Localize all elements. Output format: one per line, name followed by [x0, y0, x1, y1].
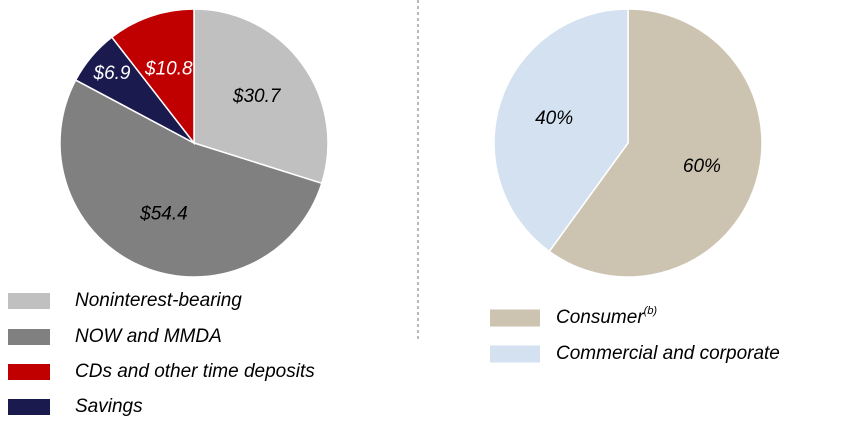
data-label: $6.9 [93, 63, 131, 84]
data-label: 60% [683, 156, 721, 177]
legend-text: Consumer [556, 307, 644, 328]
legend-text: Commercial and corporate [556, 343, 780, 364]
pie-slice [110, 8, 195, 146]
legend-label: Consumer(b) [556, 305, 657, 328]
legend-swatch [8, 399, 50, 415]
legend-swatch [8, 364, 50, 380]
pie-slice [193, 8, 329, 185]
legend-swatch [8, 293, 50, 309]
data-label: $54.4 [139, 204, 188, 225]
legend-label: Commercial and corporate [556, 343, 780, 364]
legend-swatch [8, 329, 50, 345]
data-label: $30.7 [232, 86, 282, 107]
data-label: $10.8 [144, 58, 193, 79]
legend-text: NOW and MMDA [75, 326, 222, 347]
legend-note: (b) [644, 305, 658, 317]
legend-text: CDs and other time deposits [75, 361, 315, 382]
pie-slice [493, 8, 629, 253]
legend-label: CDs and other time deposits [75, 361, 315, 382]
data-label: 40% [535, 108, 573, 129]
legend-text: Savings [75, 396, 143, 417]
legend-swatch [490, 345, 540, 363]
legend-label: Savings [75, 396, 143, 417]
pie-slice [548, 8, 763, 278]
legend-label: NOW and MMDA [75, 326, 222, 347]
legend-swatch [490, 309, 540, 327]
legend-text: Noninterest-bearing [75, 290, 242, 311]
legend-label: Noninterest-bearing [75, 290, 242, 311]
pie-slice [59, 79, 323, 278]
